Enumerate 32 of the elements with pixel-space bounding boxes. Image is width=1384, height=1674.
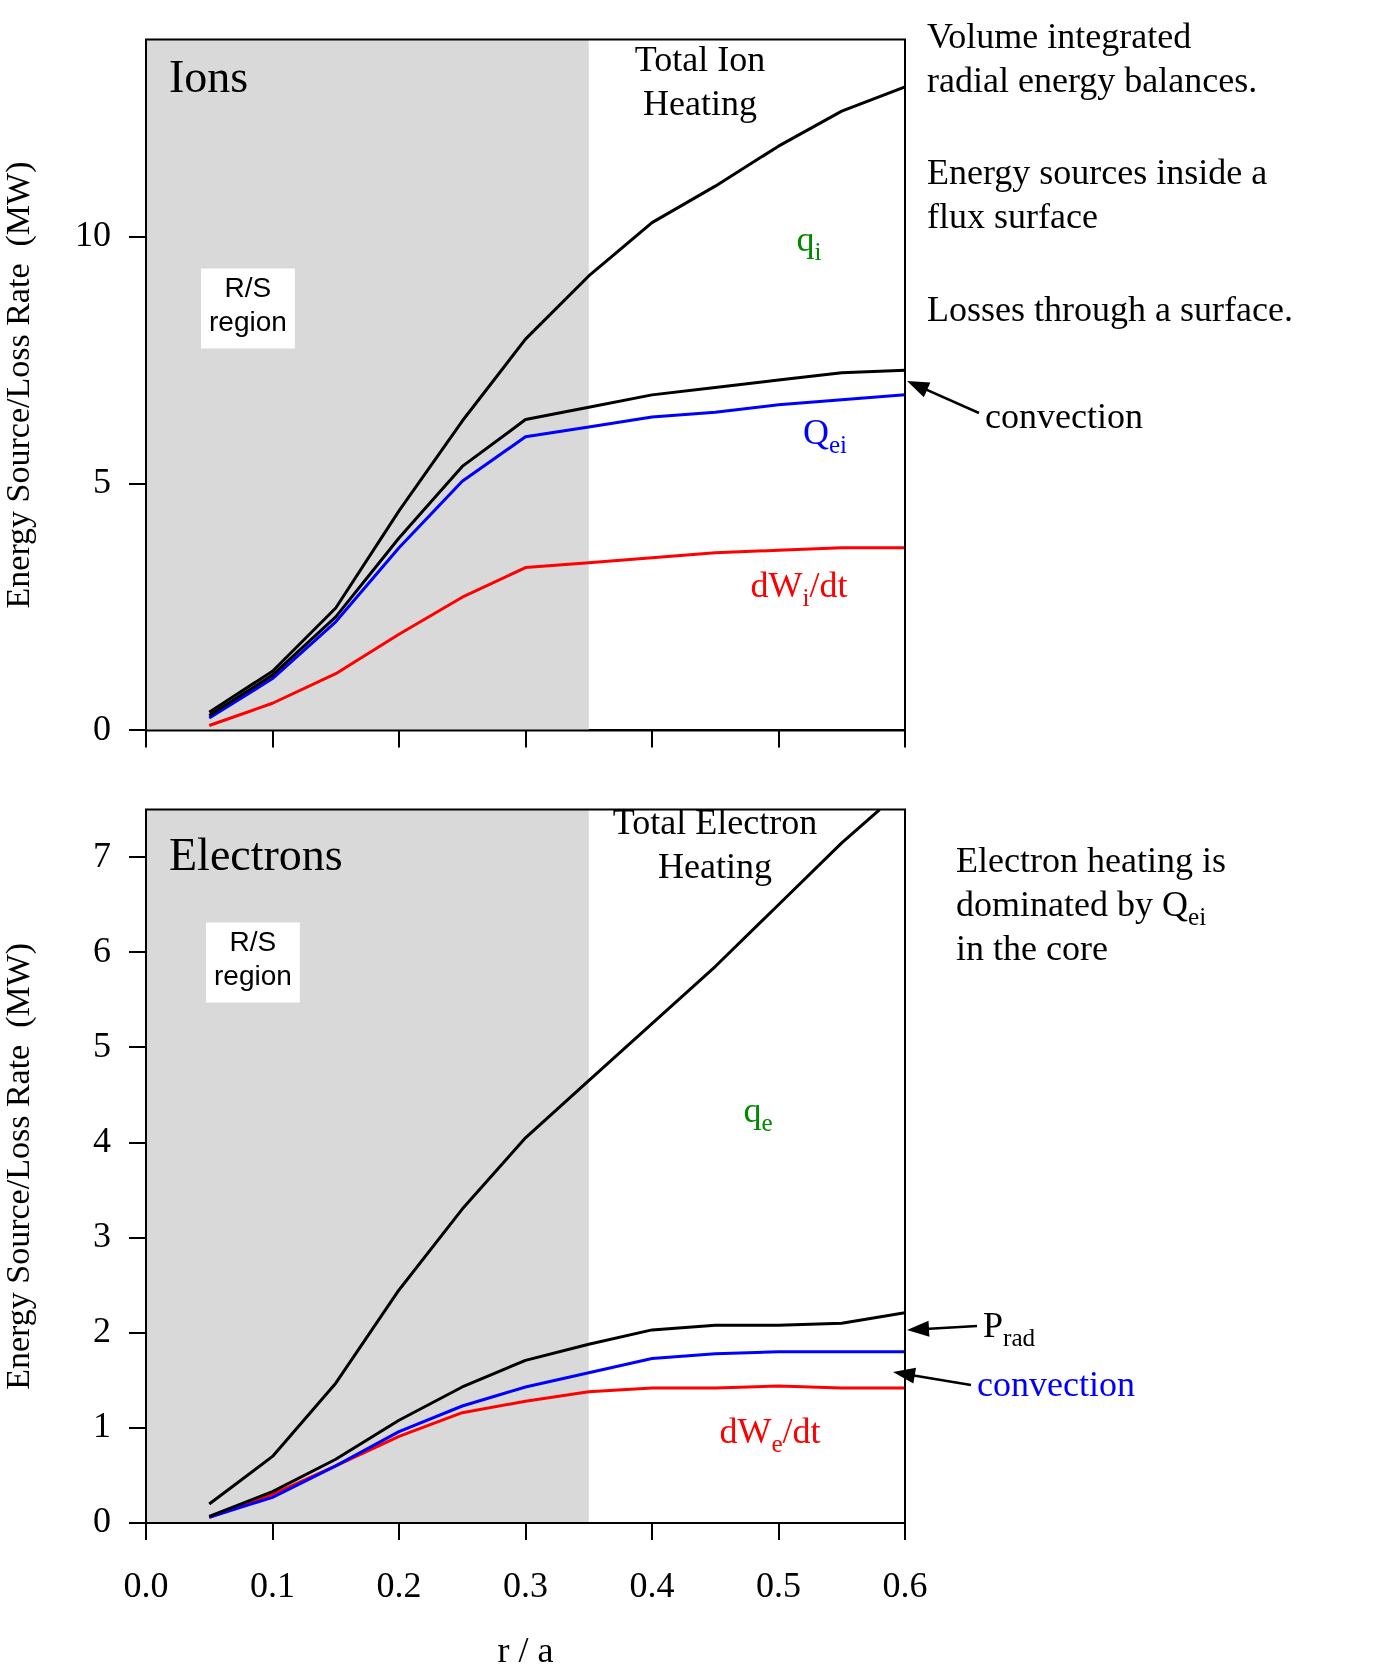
y-tick-label: 1 [93, 1405, 111, 1446]
text: convection [985, 395, 1143, 436]
annotation: Total Electron Heating [612, 801, 818, 886]
y-tick-label: 5 [93, 461, 111, 502]
x-tick-label: 0.4 [629, 1565, 675, 1606]
y-tick-label: 5 [93, 1024, 111, 1065]
x-axis-title: r / a [497, 1629, 554, 1670]
y-tick-label: 0 [93, 1500, 111, 1541]
x-tick-label: 0.0 [123, 1565, 169, 1606]
band-label: R/S region [214, 926, 292, 991]
y-tick-label: 0 [93, 707, 111, 748]
text: Energy sources inside a flux surface [927, 151, 1268, 236]
x-tick-label: 0.2 [376, 1565, 422, 1606]
x-tick-label: 0.3 [503, 1565, 548, 1606]
annotation: Total Ion Heating [634, 38, 766, 123]
y-axis-title: Energy Source/Loss Rate (MW) [0, 942, 38, 1390]
x-tick-label: 0.6 [882, 1565, 928, 1606]
x-tick-label: 0.1 [250, 1565, 295, 1606]
chart-title: Electrons [169, 829, 343, 881]
x-tick-label: 0.5 [756, 1565, 801, 1606]
text: Losses through a surface. [927, 288, 1293, 329]
band-label: R/S region [209, 272, 287, 337]
y-axis-title: Energy Source/Loss Rate (MW) [0, 161, 38, 609]
text: convection [977, 1363, 1135, 1404]
y-tick-label: 10 [75, 214, 111, 255]
text: Volume integrated radial energy balances. [927, 15, 1258, 100]
y-tick-label: 2 [93, 1310, 111, 1351]
y-tick-label: 4 [93, 1119, 111, 1160]
chart-title: Ions [169, 51, 249, 103]
y-tick-label: 6 [93, 929, 111, 970]
y-tick-label: 7 [93, 834, 111, 875]
y-tick-label: 3 [93, 1215, 111, 1256]
